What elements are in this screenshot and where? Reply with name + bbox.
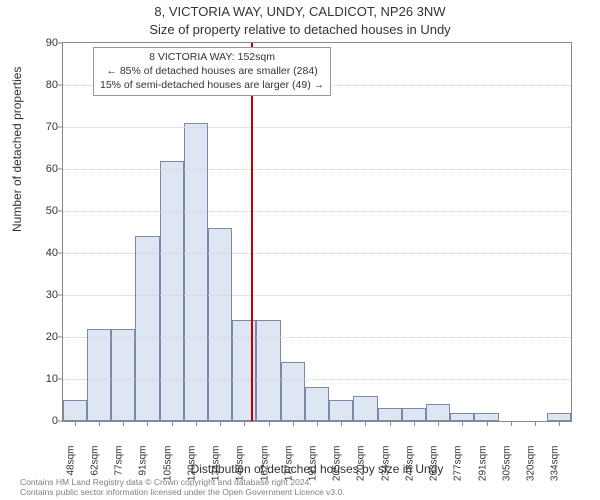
histogram-bar (111, 329, 135, 421)
y-tick-mark (58, 253, 62, 254)
x-tick-label: 77sqm (114, 446, 125, 490)
y-tick-label: 70 (28, 121, 58, 133)
x-tick-mark (341, 422, 342, 426)
histogram-bar (353, 396, 377, 421)
x-tick-mark (269, 422, 270, 426)
histogram-bar (450, 413, 474, 421)
histogram-bar (547, 413, 571, 421)
gridline-h (63, 169, 571, 170)
x-tick-mark (438, 422, 439, 426)
x-tick-label: 291sqm (477, 446, 488, 490)
x-tick-label: 48sqm (65, 446, 76, 490)
x-tick-mark (317, 422, 318, 426)
histogram-bar (208, 228, 232, 421)
x-tick-mark (244, 422, 245, 426)
footer-line-2: Contains public sector information licen… (20, 488, 345, 498)
histogram-bar (63, 400, 87, 421)
y-tick-label: 60 (28, 163, 58, 175)
annotation-box: 8 VICTORIA WAY: 152sqm ← 85% of detached… (93, 47, 331, 96)
y-tick-mark (58, 379, 62, 380)
x-tick-label: 105sqm (162, 446, 173, 490)
gridline-h (63, 295, 571, 296)
y-tick-label: 80 (28, 79, 58, 91)
y-tick-mark (58, 211, 62, 212)
histogram-bar (135, 236, 159, 421)
x-tick-label: 62sqm (90, 446, 101, 490)
histogram-bar (184, 123, 208, 421)
gridline-h (63, 211, 571, 212)
histogram-bar (402, 408, 426, 421)
y-tick-label: 0 (28, 415, 58, 427)
chart-title-address: 8, VICTORIA WAY, UNDY, CALDICOT, NP26 3N… (0, 4, 600, 19)
y-tick-mark (58, 169, 62, 170)
y-tick-label: 40 (28, 247, 58, 259)
gridline-h (63, 379, 571, 380)
x-tick-label: 334sqm (550, 446, 561, 490)
x-tick-label: 305sqm (501, 446, 512, 490)
x-tick-label: 162sqm (259, 446, 270, 490)
y-tick-mark (58, 295, 62, 296)
x-tick-label: 263sqm (429, 446, 440, 490)
x-tick-label: 120sqm (186, 446, 197, 490)
y-tick-label: 10 (28, 373, 58, 385)
x-tick-mark (293, 422, 294, 426)
y-tick-mark (58, 85, 62, 86)
x-tick-label: 220sqm (356, 446, 367, 490)
x-tick-label: 320sqm (525, 446, 536, 490)
x-tick-mark (75, 422, 76, 426)
chart-subtitle: Size of property relative to detached ho… (0, 22, 600, 37)
y-tick-mark (58, 127, 62, 128)
y-tick-label: 90 (28, 37, 58, 49)
x-tick-label: 277sqm (453, 446, 464, 490)
histogram-bar (378, 408, 402, 421)
annotation-line-1: 8 VICTORIA WAY: 152sqm (100, 50, 324, 64)
y-tick-mark (58, 337, 62, 338)
y-tick-mark (58, 43, 62, 44)
gridline-h (63, 127, 571, 128)
histogram-bar (281, 362, 305, 421)
x-tick-mark (462, 422, 463, 426)
annotation-line-3: 15% of semi-detached houses are larger (… (100, 78, 324, 92)
x-tick-label: 91sqm (138, 446, 149, 490)
x-tick-mark (390, 422, 391, 426)
histogram-bar (474, 413, 498, 421)
gridline-h (63, 253, 571, 254)
y-tick-label: 20 (28, 331, 58, 343)
gridline-h (63, 337, 571, 338)
y-tick-label: 30 (28, 289, 58, 301)
histogram-bar (329, 400, 353, 421)
histogram-bar (305, 387, 329, 421)
x-tick-mark (99, 422, 100, 426)
x-tick-mark (220, 422, 221, 426)
x-tick-mark (559, 422, 560, 426)
x-tick-mark (196, 422, 197, 426)
reference-line (251, 43, 253, 421)
x-tick-mark (414, 422, 415, 426)
x-tick-label: 148sqm (235, 446, 246, 490)
x-tick-mark (123, 422, 124, 426)
x-tick-mark (511, 422, 512, 426)
chart-container: 8, VICTORIA WAY, UNDY, CALDICOT, NP26 3N… (0, 0, 600, 500)
histogram-bar (160, 161, 184, 421)
y-tick-label: 50 (28, 205, 58, 217)
x-tick-mark (147, 422, 148, 426)
x-tick-label: 234sqm (380, 446, 391, 490)
annotation-line-2: ← 85% of detached houses are smaller (28… (100, 64, 324, 78)
x-tick-label: 134sqm (211, 446, 222, 490)
x-tick-mark (535, 422, 536, 426)
x-tick-mark (365, 422, 366, 426)
x-tick-label: 191sqm (308, 446, 319, 490)
plot-area: 8 VICTORIA WAY: 152sqm ← 85% of detached… (62, 42, 572, 422)
x-tick-mark (487, 422, 488, 426)
x-tick-mark (172, 422, 173, 426)
histogram-bar (426, 404, 450, 421)
x-tick-label: 205sqm (332, 446, 343, 490)
histogram-bar (87, 329, 111, 421)
x-tick-label: 248sqm (404, 446, 415, 490)
y-tick-mark (58, 421, 62, 422)
y-axis-label: Number of detached properties (10, 67, 24, 232)
histogram-bar (256, 320, 280, 421)
x-tick-label: 177sqm (283, 446, 294, 490)
